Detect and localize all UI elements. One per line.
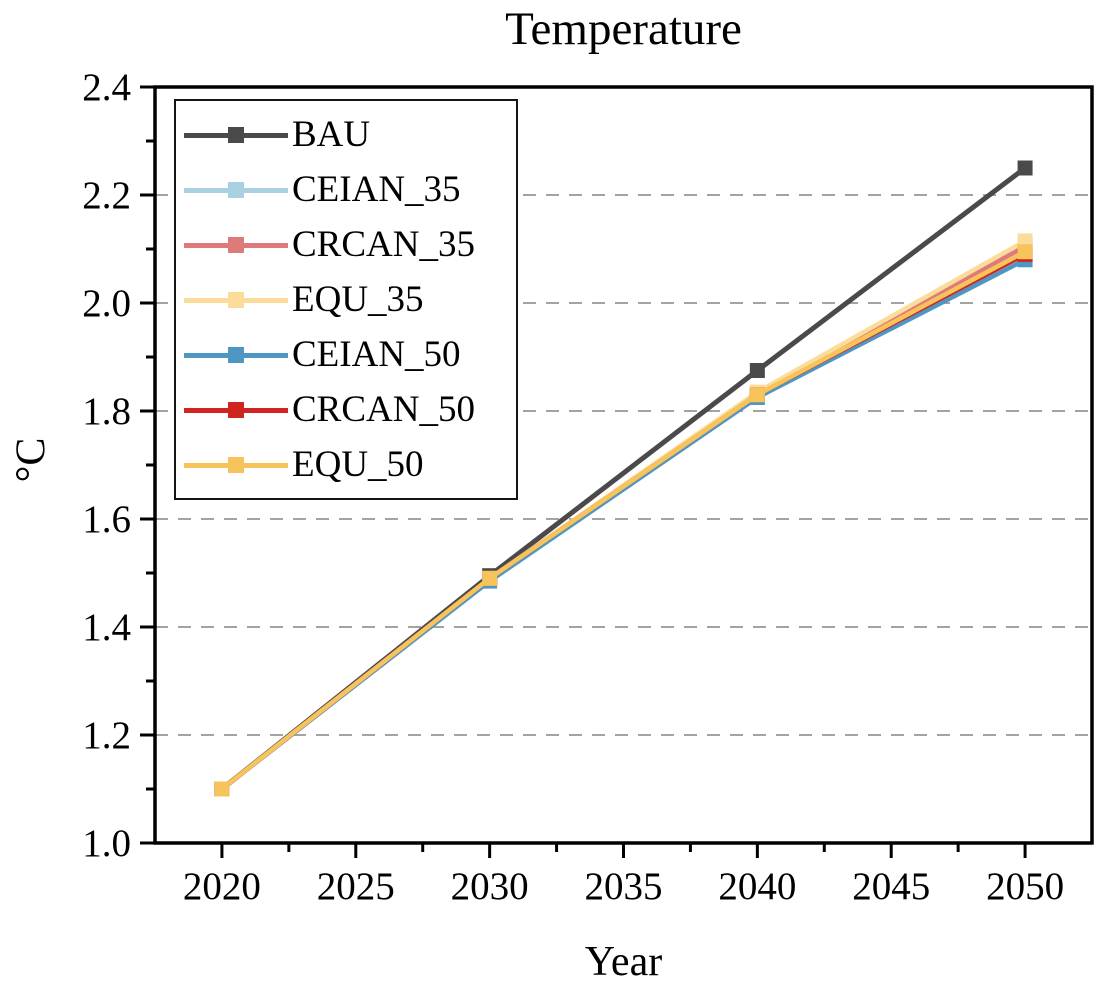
legend-swatch [184, 291, 288, 308]
y-axis-label-wrap: °C [0, 0, 62, 920]
y-gridlines [155, 194, 1092, 736]
legend-row: EQU_50 [184, 440, 516, 490]
x-axis-label: Year [584, 939, 663, 985]
y-tick-labels: 1.0 1.2 1.4 1.6 1.8 2.0 2.2 2.4 [82, 66, 131, 865]
legend-swatch [184, 236, 288, 253]
legend-label: EQU_50 [292, 444, 424, 485]
series-EQU_50 [214, 244, 1033, 797]
svg-text:2035: 2035 [585, 865, 663, 908]
legend-square-marker-icon [228, 346, 244, 363]
legend-label: CRCAN_35 [292, 224, 475, 265]
legend-label: CEIAN_35 [292, 169, 461, 210]
legend-swatch [184, 401, 288, 418]
legend-square-marker-icon [228, 181, 244, 198]
legend-square-marker-icon [228, 126, 244, 143]
svg-text:1.2: 1.2 [82, 714, 131, 757]
legend-row: CRCAN_50 [184, 385, 516, 435]
svg-text:1.0: 1.0 [82, 822, 131, 865]
svg-text:2050: 2050 [986, 865, 1064, 908]
legend-label: BAU [292, 114, 371, 155]
legend-square-marker-icon [228, 291, 244, 308]
legend-square-marker-icon [228, 401, 244, 418]
legend: BAU CEIAN_35 CRCAN_35 EQU_35 CEIAN_50 CR… [174, 99, 518, 500]
legend-label: EQU_35 [292, 279, 424, 320]
plot-frame [153, 85, 1094, 845]
svg-text:1.4: 1.4 [82, 606, 131, 649]
svg-text:2045: 2045 [852, 865, 930, 908]
svg-text:2.0: 2.0 [82, 282, 131, 325]
legend-row: CRCAN_35 [184, 220, 516, 270]
svg-text:1.8: 1.8 [82, 390, 131, 433]
svg-text:2040: 2040 [718, 865, 796, 908]
legend-label: CRCAN_50 [292, 389, 475, 430]
legend-row: CEIAN_50 [184, 330, 516, 380]
legend-swatch [184, 126, 288, 143]
legend-swatch [184, 346, 288, 363]
svg-text:1.6: 1.6 [82, 498, 131, 541]
y-axis-label: °C [8, 437, 54, 483]
x-tick-labels: 2020 2025 2030 2035 2040 2045 2050 [183, 865, 1064, 908]
legend-swatch [184, 181, 288, 198]
legend-label: CEIAN_50 [292, 334, 461, 375]
legend-square-marker-icon [228, 236, 244, 253]
legend-square-marker-icon [228, 456, 244, 473]
legend-swatch [184, 456, 288, 473]
legend-row: BAU [184, 110, 516, 160]
legend-row: EQU_35 [184, 275, 516, 325]
svg-text:2020: 2020 [183, 865, 261, 908]
svg-text:2025: 2025 [317, 865, 395, 908]
chart-title: Temperature [505, 3, 742, 55]
svg-text:2.4: 2.4 [82, 66, 131, 109]
svg-text:2.2: 2.2 [82, 174, 131, 217]
svg-text:2030: 2030 [451, 865, 529, 908]
legend-row: CEIAN_35 [184, 165, 516, 215]
